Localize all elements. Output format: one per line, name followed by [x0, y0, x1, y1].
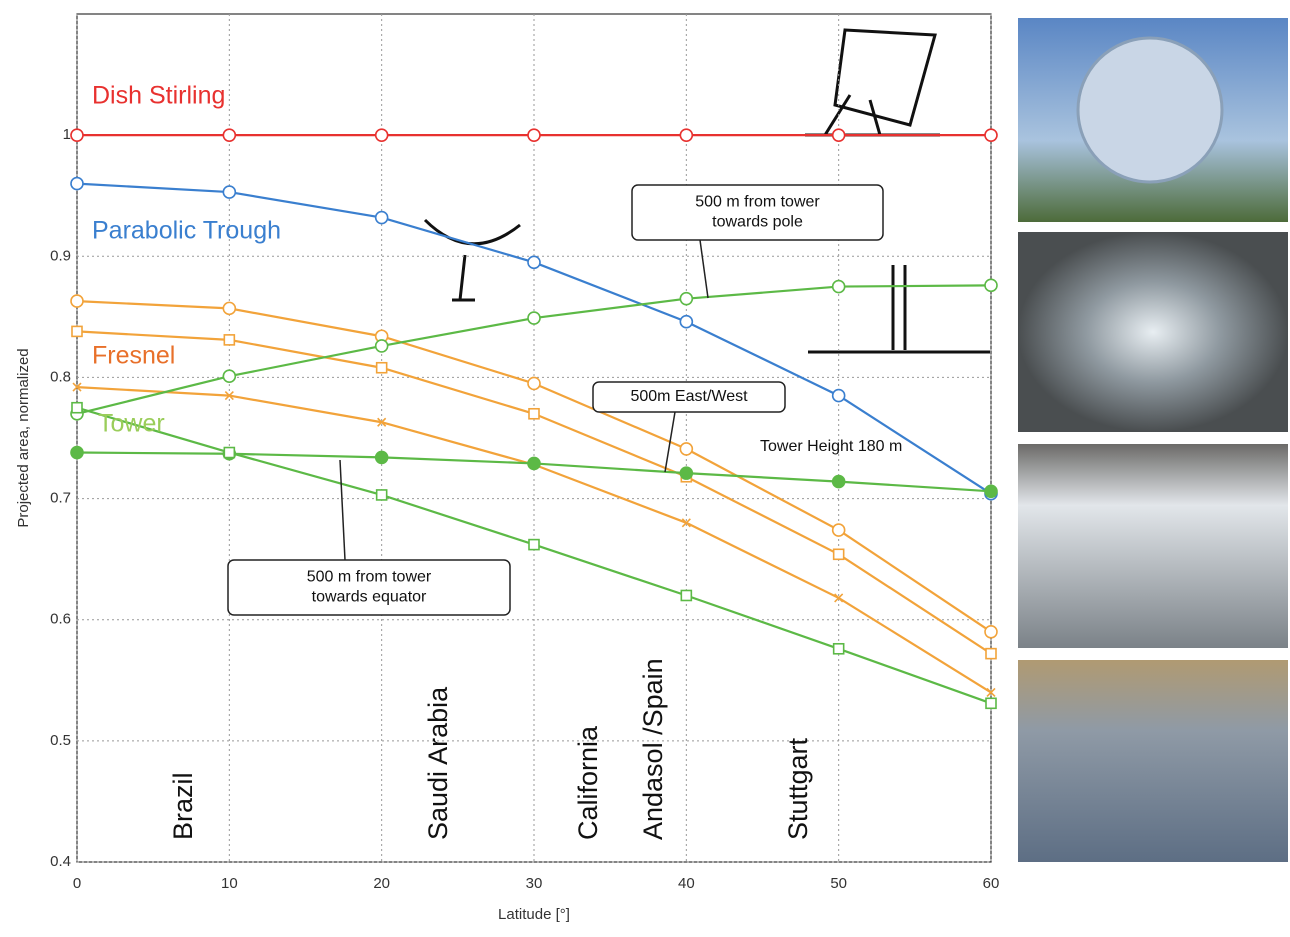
marker [985, 129, 997, 141]
x-tick-label: 30 [526, 875, 543, 892]
callout-pointer [665, 412, 675, 472]
callout-pointer [340, 460, 345, 560]
y-tick-label: 0.4 [50, 853, 71, 870]
chart: Projected area, normalized Latitude [°] … [0, 0, 1290, 932]
marker [72, 403, 82, 413]
marker [834, 549, 844, 559]
marker [528, 457, 540, 469]
marker [985, 485, 997, 497]
location-label: Brazil [168, 772, 198, 840]
photo-trough [1018, 444, 1288, 648]
y-axis-label: Projected area, normalized [15, 348, 32, 527]
marker [833, 129, 845, 141]
marker [986, 649, 996, 659]
dish-icon [835, 30, 935, 125]
marker [833, 476, 845, 488]
marker [833, 524, 845, 536]
series-label: Tower [98, 410, 165, 438]
marker [223, 302, 235, 314]
marker [223, 370, 235, 382]
marker [680, 316, 692, 328]
location-label: California [573, 725, 603, 840]
marker [528, 312, 540, 324]
marker [986, 698, 996, 708]
y-tick-label: 0.6 [50, 611, 71, 628]
photo-tower [1018, 232, 1288, 432]
marker [376, 212, 388, 224]
series-label: Parabolic Trough [92, 217, 281, 245]
marker [223, 129, 235, 141]
marker [377, 363, 387, 373]
photos [1018, 18, 1288, 862]
x-tick-label: 40 [678, 875, 695, 892]
marker [834, 644, 844, 654]
marker [985, 279, 997, 291]
photo-dish-shape [1078, 38, 1222, 182]
marker [376, 340, 388, 352]
marker [680, 129, 692, 141]
x-tick-label: 20 [373, 875, 390, 892]
x-tick-label: 60 [983, 875, 1000, 892]
marker [376, 129, 388, 141]
marker [680, 293, 692, 305]
location-label: Stuttgart [783, 737, 813, 840]
annotation: Tower Height 180 m [760, 438, 902, 455]
marker [376, 451, 388, 463]
marker [680, 443, 692, 455]
marker [833, 390, 845, 402]
y-tick-label: 0.9 [50, 247, 71, 264]
marker [377, 490, 387, 500]
annotation: 500 m from tower [695, 194, 820, 211]
marker [681, 590, 691, 600]
y-tick-label: 0.8 [50, 368, 71, 385]
marker [985, 626, 997, 638]
marker [224, 448, 234, 458]
callout-pointer [700, 240, 708, 298]
annotation: 500m East/West [630, 388, 748, 405]
marker [528, 129, 540, 141]
series-label: Fresnel [92, 342, 175, 370]
marker [224, 335, 234, 345]
marker [223, 186, 235, 198]
marker [71, 295, 83, 307]
trough-icon [425, 220, 520, 300]
y-tick-label: 1 [63, 126, 71, 143]
series-label: Dish Stirling [92, 82, 225, 110]
marker [71, 447, 83, 459]
annotation: 500 m from tower [307, 569, 432, 586]
marker [71, 129, 83, 141]
tower-icon [808, 265, 990, 352]
y-tick-label: 0.5 [50, 732, 71, 749]
x-tick-label: 0 [73, 875, 81, 892]
marker [529, 409, 539, 419]
location-label: Saudi Arabia [423, 686, 453, 840]
annotation: towards pole [712, 214, 803, 231]
marker [529, 540, 539, 550]
y-tick-label: 0.7 [50, 490, 71, 507]
location-label: Andasol /Spain [638, 658, 668, 840]
marker [528, 256, 540, 268]
x-tick-label: 10 [221, 875, 238, 892]
annotation: towards equator [312, 589, 427, 606]
photo-fresnel [1018, 660, 1288, 862]
marker [833, 281, 845, 293]
marker [680, 467, 692, 479]
x-axis-label: Latitude [°] [498, 906, 570, 923]
x-tick-label: 50 [830, 875, 847, 892]
marker [71, 178, 83, 190]
marker [528, 377, 540, 389]
marker [72, 326, 82, 336]
